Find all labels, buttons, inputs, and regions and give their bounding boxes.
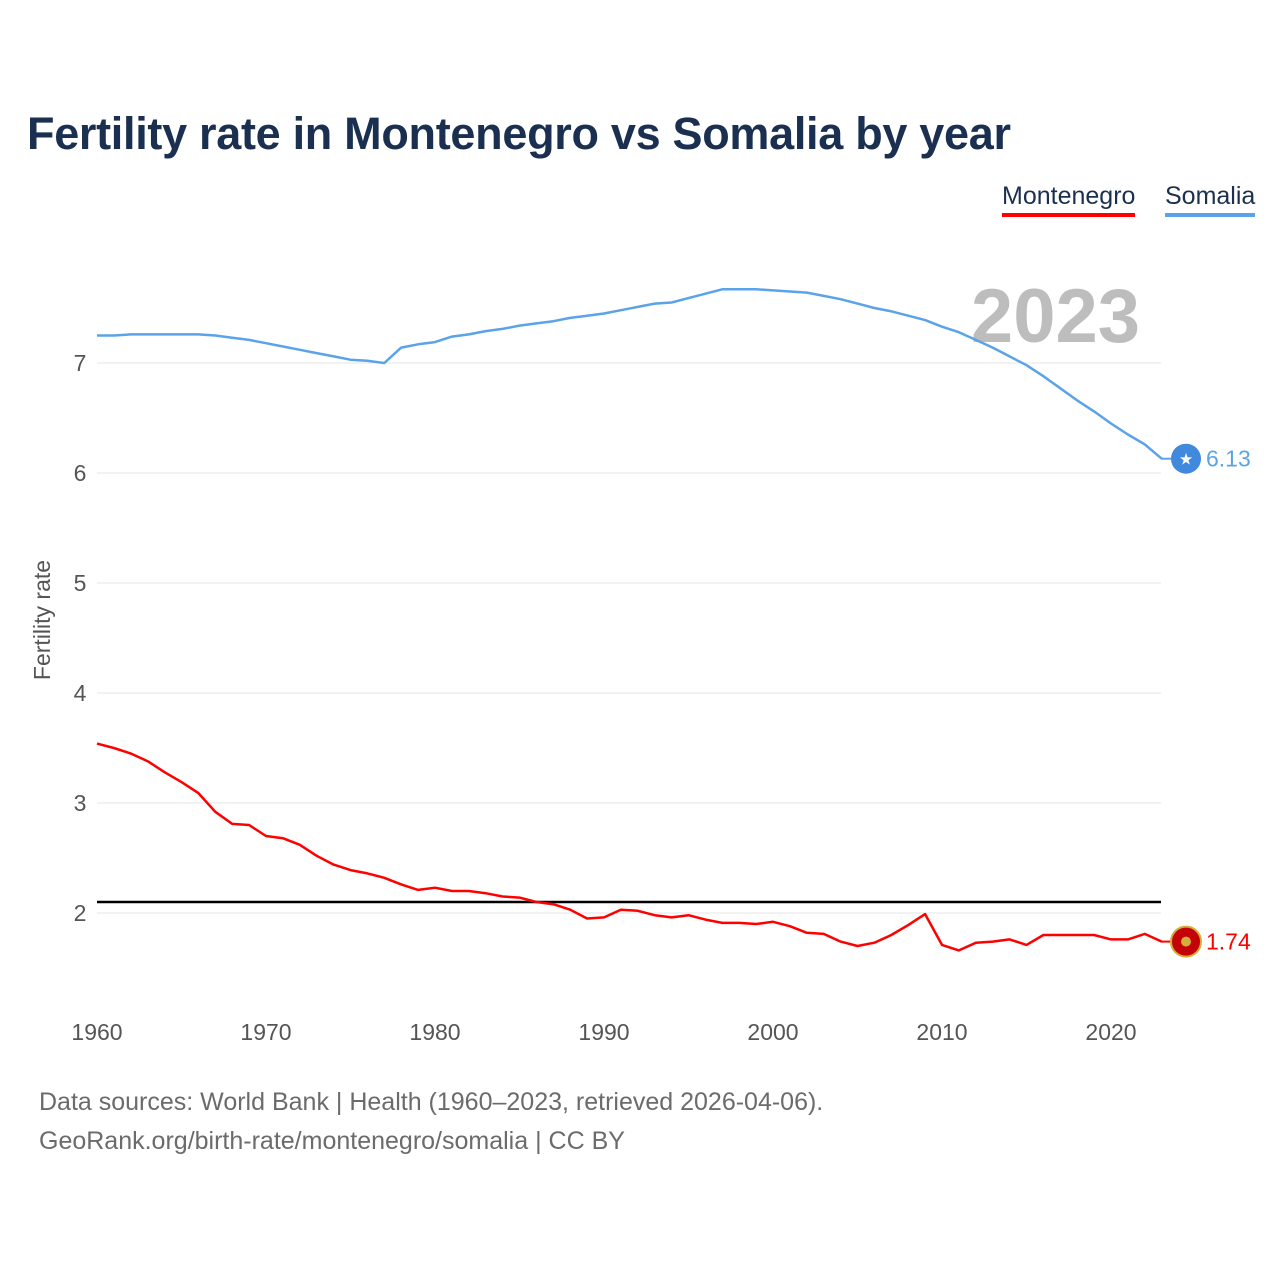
y-tick-label: 2 <box>74 900 87 926</box>
chart-title: Fertility rate in Montenegro vs Somalia … <box>27 108 1011 159</box>
coat-of-arms-icon <box>1181 936 1191 947</box>
year-label: 2023 <box>971 274 1140 359</box>
series-line-somalia <box>97 288 1163 460</box>
footer-sources: Data sources: World Bank | Health (1960–… <box>39 1088 824 1116</box>
y-axis-label: Fertility rate <box>29 560 55 680</box>
end-value-label: 1.74 <box>1206 929 1251 955</box>
x-tick-label: 2020 <box>1085 1019 1136 1045</box>
somalia-flag-icon <box>1171 443 1201 474</box>
y-tick-label: 6 <box>74 460 87 486</box>
x-tick-label: 1960 <box>71 1019 122 1045</box>
y-tick-label: 4 <box>74 680 87 706</box>
y-tick-label: 3 <box>74 790 87 816</box>
x-tick-label: 1990 <box>578 1019 629 1045</box>
footer-link[interactable]: GeoRank.org/birth-rate/montenegro/somali… <box>39 1127 625 1155</box>
series-line-montenegro <box>96 742 1163 952</box>
y-tick-label: 7 <box>74 350 87 376</box>
x-tick-label: 2010 <box>916 1019 967 1045</box>
legend-somalia[interactable]: Somalia <box>1165 182 1256 217</box>
x-tick-label: 1970 <box>240 1019 291 1045</box>
end-value-label: 6.13 <box>1206 446 1251 472</box>
x-tick-label: 1980 <box>409 1019 460 1045</box>
star-icon: ★ <box>1179 452 1193 469</box>
y-tick-label: 5 <box>74 570 87 596</box>
legend-montenegro[interactable]: Montenegro <box>1002 182 1136 217</box>
x-tick-label: 2000 <box>747 1019 798 1045</box>
